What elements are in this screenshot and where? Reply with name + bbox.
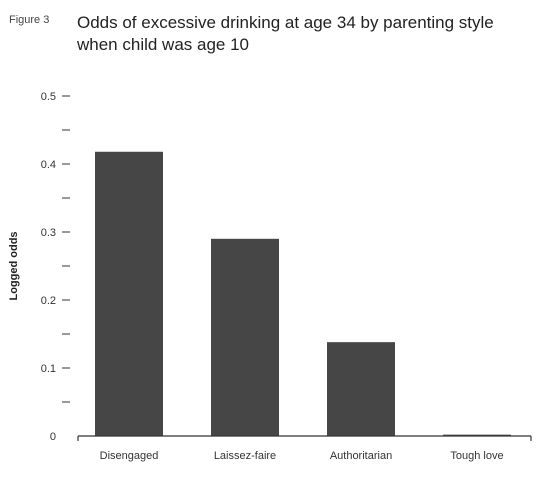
bar [211,238,279,436]
x-tick-label: Disengaged [100,450,159,462]
bars [95,151,511,436]
bar [327,342,395,436]
y-tick-label: 0.5 [41,91,56,103]
y-tick-label: 0.2 [41,295,56,307]
x-tick-label: Authoritarian [330,450,392,462]
y-tick-label: 0.4 [41,159,56,171]
y-axis-label: Logged odds [8,231,20,300]
x-tick-label: Laissez-faire [214,450,276,462]
x-axis: Disengaged Laissez-faire Authoritarian Toug… [77,435,532,462]
y-tick-label: 0.3 [41,227,56,239]
chart-title: Odds of excessive drinking at age 34 by … [77,13,494,54]
x-tick-label: Tough love [450,450,503,462]
y-tick-label: 0 [50,431,56,443]
bar [95,151,163,436]
bar [443,434,511,436]
y-tick-label: 0.1 [41,363,56,375]
y-axis: 0.5 0.4 0.3 0.2 0.1 0 [41,91,70,443]
figure-label: Figure 3 [9,14,50,26]
